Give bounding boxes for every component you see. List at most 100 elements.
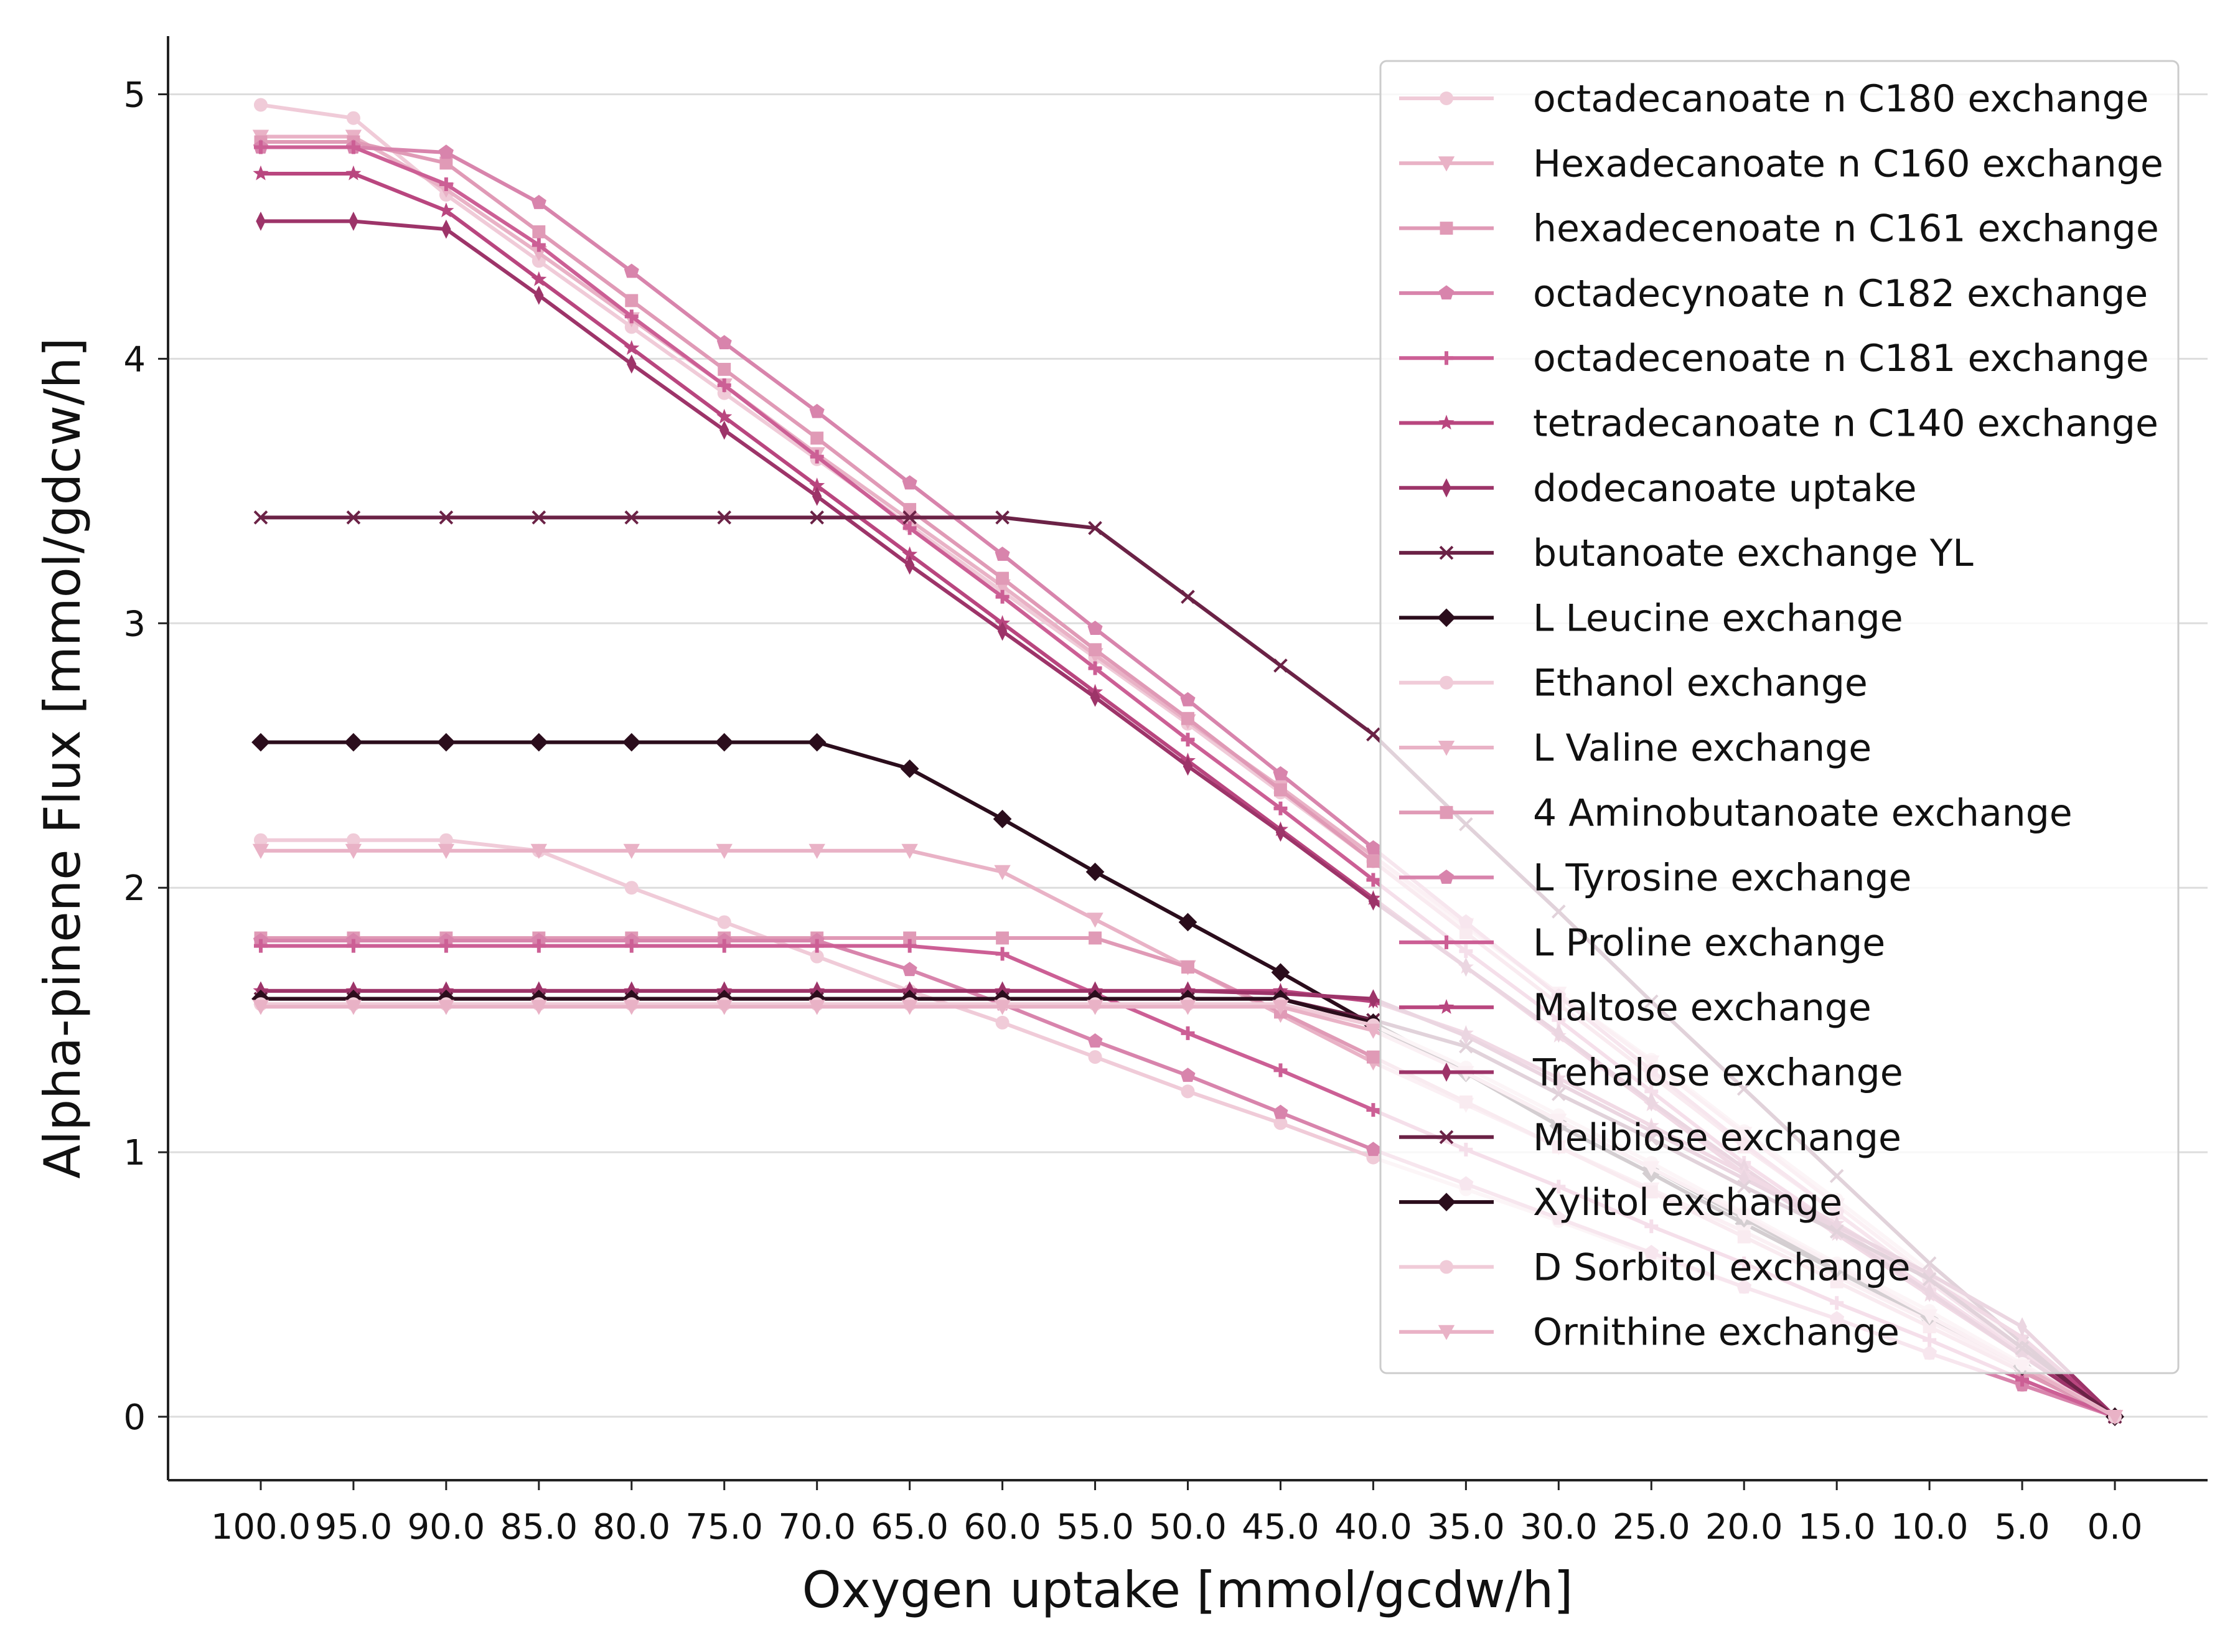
- data-point: [1085, 862, 1105, 881]
- legend-label: dodecanoate uptake: [1533, 467, 1917, 510]
- legend-marker: [1438, 999, 1455, 1014]
- x-tick-label: 20.0: [1705, 1507, 1783, 1547]
- legend-label: tetradecanoate n C140 exchange: [1533, 402, 2158, 446]
- x-tick-label: 50.0: [1149, 1507, 1227, 1547]
- legend-marker: [1440, 805, 1453, 819]
- data-point: [349, 212, 358, 231]
- data-point: [439, 177, 453, 191]
- data-point: [253, 98, 268, 112]
- data-point: [902, 521, 917, 535]
- legend-entry: Maltose exchange: [1399, 986, 1872, 1030]
- data-point: [346, 833, 360, 847]
- legend-entry: Trehalose exchange: [1399, 1051, 1903, 1095]
- data-point: [1274, 783, 1287, 797]
- data-point: [625, 294, 639, 307]
- data-point: [996, 571, 1010, 585]
- data-point: [1366, 840, 1381, 855]
- legend-marker: [1440, 92, 1453, 105]
- data-point: [903, 931, 917, 945]
- data-point: [809, 477, 825, 493]
- legend-entry: Xylitol exchange: [1399, 1181, 1842, 1224]
- legend-marker: [1437, 608, 1456, 627]
- data-point: [344, 733, 363, 752]
- data-point: [1087, 621, 1103, 636]
- data-point: [530, 843, 548, 859]
- data-point: [345, 1000, 362, 1015]
- legend-label: Xylitol exchange: [1533, 1181, 1842, 1224]
- data-point: [531, 271, 547, 286]
- data-point: [1366, 1142, 1381, 1157]
- legend-entry: butanoate exchange YL: [1399, 532, 1974, 575]
- data-point: [1180, 1068, 1196, 1082]
- x-tick-label: 100.0: [211, 1507, 311, 1547]
- data-point: [438, 1000, 455, 1015]
- legend-label: L Valine exchange: [1533, 726, 1872, 770]
- data-point: [807, 733, 827, 752]
- legend-entry: D Sorbitol exchange: [1399, 1246, 1911, 1289]
- data-point: [622, 733, 641, 752]
- x-tick-label: 10.0: [1891, 1507, 1969, 1547]
- legend-entry: Hexadecanoate n C160 exchange: [1399, 142, 2163, 185]
- data-point: [534, 286, 544, 305]
- data-point: [441, 219, 451, 239]
- x-tick-label: 65.0: [871, 1507, 949, 1547]
- x-tick-label: 80.0: [593, 1507, 670, 1547]
- data-point: [1181, 1084, 1195, 1099]
- data-point: [1087, 1000, 1103, 1015]
- legend-entry: L Tyrosine exchange: [1399, 857, 1911, 900]
- data-point: [1088, 1050, 1102, 1064]
- data-point: [1275, 822, 1286, 842]
- data-point: [993, 809, 1012, 828]
- legend-label: octadecynoate n C182 exchange: [1533, 272, 2148, 316]
- data-point: [531, 195, 546, 209]
- legend-label: Maltose exchange: [1533, 986, 1872, 1030]
- data-point: [902, 475, 917, 490]
- data-point: [256, 212, 266, 231]
- data-point: [1368, 989, 1379, 1009]
- legend-label: hexadecenoate n C161 exchange: [1533, 207, 2159, 251]
- data-point: [437, 733, 456, 752]
- data-point: [1366, 1103, 1380, 1117]
- data-point: [624, 939, 639, 953]
- data-point: [253, 939, 268, 953]
- legend-marker: [1438, 869, 1455, 884]
- x-tick-label: 95.0: [315, 1507, 393, 1547]
- legend-entry: octadecenoate n C181 exchange: [1399, 337, 2149, 380]
- data-point: [253, 510, 268, 525]
- legend-label: Melibiose exchange: [1533, 1116, 1901, 1160]
- data-point: [346, 510, 361, 525]
- legend-label: L Leucine exchange: [1533, 596, 1903, 640]
- data-point: [529, 733, 548, 752]
- legend-entry: 4 Aminobutanoate exchange: [1399, 791, 2073, 835]
- y-axis-label: Alpha-pinene Flux [mmol/gdcw/h]: [34, 337, 91, 1178]
- data-point: [995, 510, 1010, 525]
- y-tick-label: 5: [123, 75, 146, 115]
- data-point: [624, 309, 639, 324]
- data-point: [346, 939, 360, 953]
- x-tick-label: 30.0: [1520, 1507, 1598, 1547]
- legend-marker: [1440, 222, 1453, 235]
- data-point: [1273, 801, 1288, 815]
- data-point: [810, 449, 824, 464]
- data-point: [902, 962, 917, 977]
- legend-label: Hexadecanoate n C160 exchange: [1533, 142, 2163, 185]
- legend-marker: [1439, 545, 1454, 560]
- data-point: [904, 555, 915, 575]
- legend-marker: [1438, 285, 1455, 300]
- data-point: [1180, 692, 1196, 706]
- data-point: [253, 833, 268, 847]
- data-point: [716, 1000, 733, 1015]
- data-point: [438, 202, 454, 218]
- x-tick-label: 25.0: [1613, 1507, 1690, 1547]
- data-point: [624, 510, 639, 525]
- legend-label: butanoate exchange YL: [1533, 532, 1974, 575]
- legend-label: L Tyrosine exchange: [1533, 857, 1911, 900]
- data-point: [1365, 1023, 1382, 1039]
- data-point: [1181, 711, 1194, 725]
- data-point: [1271, 963, 1290, 982]
- data-point: [345, 843, 362, 859]
- legend-marker: [1441, 1063, 1451, 1082]
- data-point: [1366, 727, 1380, 742]
- data-point: [253, 140, 268, 154]
